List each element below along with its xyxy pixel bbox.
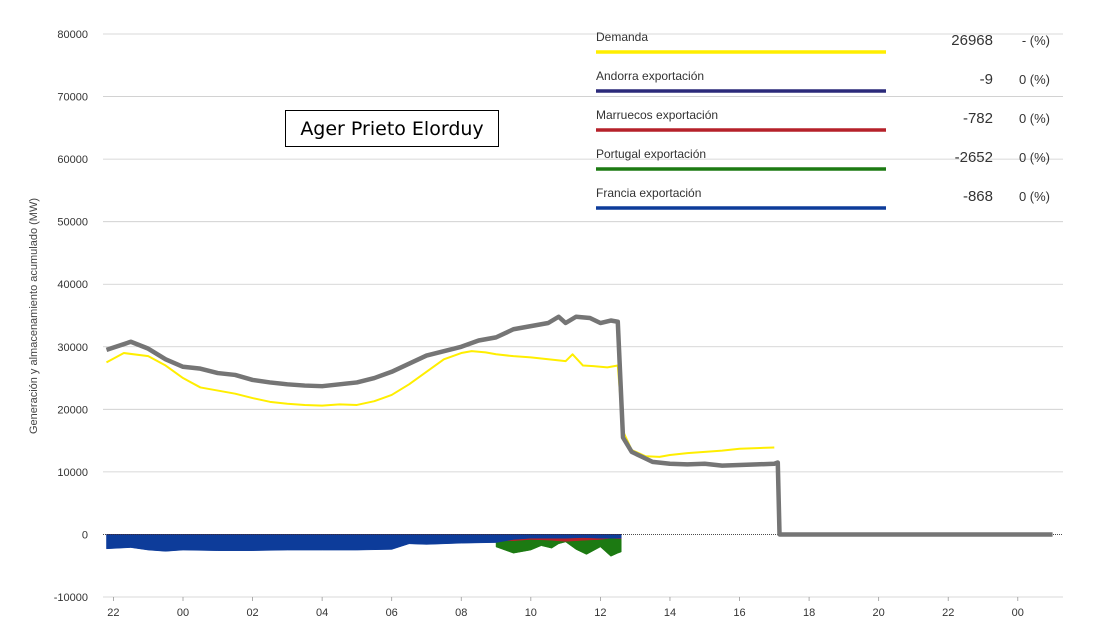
x-tick-label: 18 [803, 607, 815, 619]
y-tick-label: 50000 [57, 217, 88, 229]
legend-value: -868 [963, 188, 993, 205]
legend-series-name: Demanda [596, 30, 648, 44]
y-tick-label: 20000 [57, 404, 88, 416]
legend-item: Marruecos exportación -782 0 (%) [596, 108, 1050, 132]
x-tick-label: 02 [246, 607, 258, 619]
legend-item: Demanda 26968 - (%) [596, 30, 1050, 54]
y-tick-label: 40000 [57, 279, 88, 291]
demand-line [106, 350, 775, 458]
legend-value: -2652 [955, 149, 993, 166]
x-tick-label: 20 [873, 607, 885, 619]
author-annotation: Ager Prieto Elorduy [285, 110, 499, 147]
y-tick-label: 60000 [57, 154, 88, 166]
x-tick-label: 12 [594, 607, 606, 619]
x-tick-label: 14 [664, 607, 676, 619]
legend-series-name: Francia exportación [596, 186, 701, 200]
x-tick-label: 04 [316, 607, 328, 619]
grid-lines [103, 33, 1063, 598]
y-tick-label: 70000 [57, 92, 88, 104]
y-tick-label: 10000 [57, 467, 88, 479]
legend-percent: 0 (%) [1019, 150, 1050, 165]
legend-value: -9 [980, 71, 993, 88]
legend-series-name: Portugal exportación [596, 147, 706, 161]
y-tick-label: -10000 [54, 592, 88, 604]
total-generation-line [105, 314, 1053, 537]
legend: Demanda 26968 - (%) Andorra exportación -9 0 … [596, 30, 1050, 210]
x-tick-label: 22 [107, 607, 119, 619]
y-tick-label: 80000 [57, 29, 88, 41]
legend-value: -782 [963, 110, 993, 127]
x-tick-labels: 22 00 02 04 06 08 10 12 14 16 18 20 22 00 [107, 597, 1024, 619]
legend-item: Francia exportación -868 0 (%) [596, 186, 1050, 210]
legend-percent: 0 (%) [1019, 189, 1050, 204]
x-tick-label: 16 [733, 607, 745, 619]
y-tick-label: 0 [82, 529, 88, 541]
legend-item: Andorra exportación -9 0 (%) [596, 69, 1050, 93]
legend-percent: 0 (%) [1019, 111, 1050, 126]
legend-percent: 0 (%) [1019, 72, 1050, 87]
x-tick-label: 10 [525, 607, 537, 619]
x-tick-label: 06 [386, 607, 398, 619]
x-tick-label: 08 [455, 607, 467, 619]
export-areas [106, 534, 622, 557]
series-lines [105, 314, 1053, 537]
y-tick-label: 30000 [57, 342, 88, 354]
legend-item: Portugal exportación -2652 0 (%) [596, 147, 1050, 171]
y-axis-label: Generación y almacenamiento acumulado (M… [28, 198, 40, 434]
legend-series-name: Andorra exportación [596, 69, 704, 83]
y-tick-labels: 80000 70000 60000 50000 40000 30000 20000 10000… [54, 29, 88, 604]
x-tick-label: 00 [177, 607, 189, 619]
legend-value: 26968 [951, 32, 993, 49]
x-tick-label: 00 [1012, 607, 1024, 619]
legend-percent: - (%) [1022, 33, 1050, 48]
x-tick-label: 22 [942, 607, 954, 619]
area-francia-exportaci-n [106, 534, 622, 552]
legend-series-name: Marruecos exportación [596, 108, 718, 122]
